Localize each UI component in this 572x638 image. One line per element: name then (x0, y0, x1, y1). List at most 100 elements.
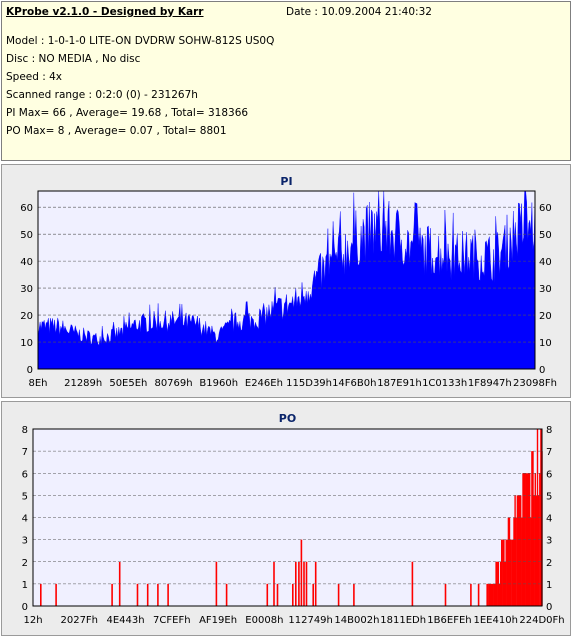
po-bar (498, 583, 501, 606)
po-bar (535, 495, 538, 606)
disc-line: Disc : NO MEDIA , No disc (6, 53, 141, 65)
date-value: 10.09.2004 21:40:32 (321, 6, 432, 18)
y-tick-label: 5 (22, 491, 28, 502)
x-tick-label: 7CFEFh (153, 615, 191, 626)
x-tick-label: 23098Fh (513, 378, 557, 389)
y-tick-label: 0 (22, 602, 28, 613)
po-bar (300, 539, 303, 606)
y-tick-label-right: 20 (539, 311, 552, 322)
x-tick-label: 112749h (288, 615, 333, 626)
po-bar (276, 583, 279, 606)
po-bar (305, 561, 308, 606)
po-bar (136, 583, 139, 606)
y-tick-label: 60 (20, 203, 33, 214)
y-tick-label: 7 (22, 447, 28, 458)
x-tick-label: 12h (23, 615, 42, 626)
po-bar (516, 495, 519, 606)
x-tick-label: 14B002h (334, 615, 379, 626)
x-tick-label: 50E5Eh (109, 378, 147, 389)
y-tick-label: 50 (20, 230, 33, 241)
x-tick-label: 1B6EFEh (427, 615, 471, 626)
y-tick-label: 2 (22, 558, 28, 569)
po-bar (111, 583, 113, 606)
x-tick-label: 1EE410h (474, 615, 518, 626)
y-tick-label: 6 (22, 469, 28, 480)
po-bar (489, 583, 492, 606)
po-bar (167, 583, 169, 606)
po-bar (511, 539, 513, 606)
po-bar (525, 473, 527, 606)
po-bar (411, 561, 414, 606)
range-line: Scanned range : 0:2:0 (0) - 231267h (6, 89, 198, 101)
po-bar (215, 561, 218, 606)
po-bar (146, 583, 149, 606)
po-bar (477, 583, 480, 606)
x-tick-label: 21289h (64, 378, 102, 389)
x-tick-label: 187E91h (377, 378, 421, 389)
po-bar (487, 583, 489, 606)
po-bar (488, 583, 491, 606)
y-tick-label: 4 (22, 514, 28, 525)
scan-date: Date : 10.09.2004 21:40:32 (286, 6, 432, 18)
y-tick-label-right: 7 (546, 447, 552, 458)
bars-group (37, 190, 536, 370)
y-tick-label-right: 5 (546, 491, 552, 502)
y-tick-label: 3 (22, 536, 28, 547)
y-tick-label-right: 1 (546, 580, 552, 591)
date-label: Date : (286, 6, 322, 18)
app-title: KProbe v2.1.0 - Designed by Karr (6, 6, 204, 18)
y-tick-label: 20 (20, 311, 33, 322)
po-bar (512, 539, 514, 606)
y-tick-label: 1 (22, 580, 28, 591)
po-bar (506, 539, 508, 606)
y-tick-label-right: 0 (546, 602, 552, 613)
y-tick-label: 8 (22, 425, 28, 436)
x-tick-label: 1F8947h (468, 378, 512, 389)
y-tick-label: 10 (20, 338, 33, 349)
y-tick-label: 30 (20, 284, 33, 295)
po-bar (502, 539, 504, 606)
po-bar (501, 539, 503, 606)
y-tick-label-right: 2 (546, 558, 552, 569)
po-bar (521, 517, 523, 606)
po-bar (486, 583, 488, 606)
x-tick-label: 224D0Fh (519, 615, 564, 626)
po-bar (470, 583, 472, 606)
po-bar (225, 583, 228, 606)
info-panel: KProbe v2.1.0 - Designed by Karr Date : … (1, 1, 571, 161)
pi-chart-panel: PI 0 0 10 10 20 20 30 30 40 40 50 50 60 60 8Eh 21289h 50E… (1, 164, 571, 398)
pi-series-area (37, 190, 536, 370)
po-chart-panel: PO 0 0 1 1 2 2 3 3 4 4 5 5 6 6 7 7 8 8 12h 2027Fh 4E443h 7CFEF… (1, 401, 571, 636)
po-bar (509, 539, 512, 606)
plot-area (33, 429, 542, 606)
po-bar (40, 583, 42, 606)
po-bar (312, 583, 314, 606)
po-bar (157, 583, 159, 606)
po-bar (520, 495, 522, 606)
x-tick-label: E0008h (245, 615, 283, 626)
po-bar (292, 583, 294, 606)
y-tick-label-right: 4 (546, 514, 552, 525)
po-bar (532, 451, 534, 606)
po-bar (505, 539, 507, 606)
po-bar (536, 429, 539, 606)
po-bar (496, 561, 498, 606)
plot-border (32, 428, 543, 607)
po-stats-line: PO Max= 8 , Average= 0.07 , Total= 8801 (6, 125, 227, 137)
x-tick-label: 14F6B0h (332, 378, 376, 389)
po-bar (444, 583, 447, 606)
y-tick-label: 40 (20, 257, 33, 268)
x-tick-label: B1960h (199, 378, 238, 389)
po-bar (517, 495, 520, 606)
po-bar (493, 583, 495, 606)
x-tick-label: 80769h (154, 378, 192, 389)
y-tick-label-right: 60 (539, 203, 552, 214)
po-bar (353, 583, 355, 606)
model-line: Model : 1-0-1-0 LITE-ON DVDRW SOHW-812S … (6, 35, 275, 47)
po-bar (495, 561, 497, 606)
y-tick-label-right: 3 (546, 536, 552, 547)
y-tick-label-right: 10 (539, 338, 552, 349)
pi-stats-line: PI Max= 66 , Average= 19.68 , Total= 318… (6, 107, 249, 119)
po-bar (55, 583, 57, 606)
y-tick-label-right: 30 (539, 284, 552, 295)
